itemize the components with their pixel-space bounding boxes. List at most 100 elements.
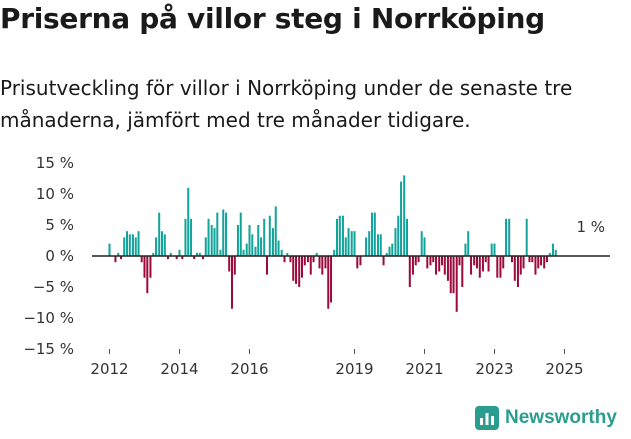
bar <box>236 225 239 256</box>
bar <box>338 215 341 256</box>
bar <box>321 256 324 275</box>
bar <box>525 218 528 256</box>
bar <box>391 243 394 256</box>
bar <box>280 249 283 256</box>
brand-name: Newsworthy <box>505 407 617 428</box>
bar <box>513 256 516 281</box>
bar <box>222 209 225 256</box>
bar <box>213 228 216 256</box>
bar <box>216 212 219 256</box>
bar <box>438 256 441 272</box>
newsworthy-brand[interactable]: Newsworthy <box>475 406 617 430</box>
bar <box>510 256 514 263</box>
bar <box>263 218 266 256</box>
bar <box>414 256 417 266</box>
bar <box>315 252 318 256</box>
bar <box>169 252 172 256</box>
bar <box>540 256 543 266</box>
bar <box>181 256 184 260</box>
bar <box>502 256 505 269</box>
bar <box>128 234 131 256</box>
bar <box>394 228 397 256</box>
y-tick-label: 5 % <box>45 216 74 234</box>
bar <box>484 256 487 263</box>
bar <box>277 240 280 256</box>
bar <box>245 243 248 256</box>
x-tick-label: 2025 <box>545 360 583 378</box>
bar <box>248 225 251 256</box>
bar <box>464 243 467 256</box>
bar <box>417 256 420 263</box>
bar <box>295 256 298 284</box>
y-tick-label: −5 % <box>33 278 74 296</box>
bar <box>545 256 549 263</box>
bar <box>300 256 304 278</box>
bar <box>350 231 353 256</box>
bar <box>516 256 519 287</box>
bar <box>146 256 149 294</box>
bar <box>522 256 525 269</box>
latest-value-label: 1 % <box>576 218 605 236</box>
bar <box>114 256 117 263</box>
bar <box>443 256 446 275</box>
bar <box>330 256 333 303</box>
bar <box>505 218 508 256</box>
bar <box>312 256 315 263</box>
bar <box>435 256 438 275</box>
bar <box>120 256 123 260</box>
bar <box>137 231 140 256</box>
x-axis: 2012 2014 2016 2019 2021 2023 2025 <box>90 349 584 378</box>
bar <box>452 256 455 294</box>
bar <box>140 256 143 263</box>
bar <box>455 256 458 312</box>
bar <box>254 246 257 256</box>
bar <box>163 234 166 256</box>
bar <box>131 234 134 256</box>
bar <box>487 256 490 272</box>
bar <box>341 215 344 256</box>
bar <box>242 249 245 256</box>
bar-chart-logo-icon <box>475 406 499 430</box>
bar <box>309 256 312 275</box>
bar <box>458 256 461 266</box>
bar <box>365 237 368 256</box>
bar <box>478 256 481 278</box>
bar <box>429 256 432 266</box>
bar <box>403 175 406 256</box>
bar <box>333 249 336 256</box>
bar <box>225 212 228 256</box>
bar <box>268 215 271 256</box>
bar <box>201 256 204 260</box>
x-tick-label: 2012 <box>90 360 128 378</box>
bar-series <box>108 175 557 312</box>
bar <box>347 228 350 256</box>
x-tick-label: 2019 <box>335 360 373 378</box>
bar <box>324 256 327 269</box>
bar <box>239 212 242 256</box>
bar <box>123 237 126 256</box>
bar <box>166 256 169 260</box>
bar <box>408 256 411 287</box>
y-axis: −15 % −10 % −5 % 0 % 5 % 10 % 15 % <box>23 154 74 358</box>
bar <box>303 256 306 266</box>
bar <box>470 256 473 275</box>
bar <box>370 212 374 256</box>
bar <box>193 256 196 260</box>
bar <box>554 249 557 256</box>
bar <box>440 256 444 266</box>
bar <box>461 256 464 287</box>
bar <box>210 225 213 256</box>
bar <box>405 218 409 256</box>
bar <box>160 231 164 256</box>
bar <box>473 256 476 266</box>
chart-subtitle: Prisutveckling för villor i Norrköping u… <box>0 76 573 132</box>
bar <box>195 252 199 256</box>
bar <box>481 256 484 272</box>
bar <box>143 256 146 278</box>
bar <box>134 237 137 256</box>
bar <box>551 243 554 256</box>
bar <box>446 256 449 281</box>
bar <box>155 237 158 256</box>
bar <box>353 231 356 256</box>
